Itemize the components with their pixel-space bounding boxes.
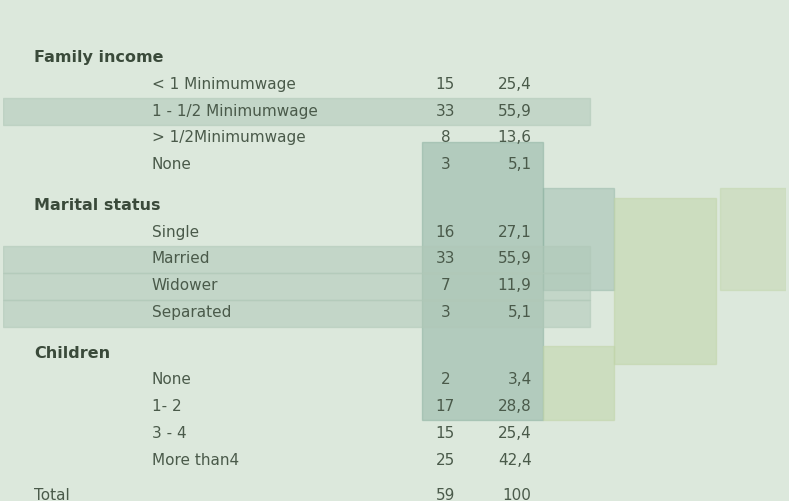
Text: 3 - 4: 3 - 4 (151, 426, 186, 441)
Text: Marital status: Marital status (34, 197, 161, 212)
Text: Family income: Family income (34, 50, 163, 65)
Text: More than4: More than4 (151, 453, 239, 468)
FancyBboxPatch shape (3, 273, 590, 300)
Text: 1- 2: 1- 2 (151, 399, 181, 414)
Text: 28,8: 28,8 (498, 399, 532, 414)
Text: Separated: Separated (151, 305, 231, 320)
Text: 5,1: 5,1 (507, 305, 532, 320)
Text: 33: 33 (436, 252, 455, 267)
Text: 11,9: 11,9 (498, 279, 532, 293)
Text: 25: 25 (436, 453, 455, 468)
Text: 27,1: 27,1 (498, 224, 532, 239)
Text: 7: 7 (440, 279, 451, 293)
Text: 17: 17 (436, 399, 455, 414)
Text: 3: 3 (440, 157, 451, 172)
Text: 25,4: 25,4 (498, 77, 532, 92)
Text: 1 - 1/2 Minimumwage: 1 - 1/2 Minimumwage (151, 104, 317, 119)
Text: None: None (151, 372, 192, 387)
Text: 5,1: 5,1 (507, 157, 532, 172)
Text: 8: 8 (440, 130, 451, 145)
Text: 15: 15 (436, 77, 455, 92)
Text: 3,4: 3,4 (507, 372, 532, 387)
Text: 15: 15 (436, 426, 455, 441)
Text: 2: 2 (440, 372, 451, 387)
Text: Children: Children (34, 346, 110, 361)
FancyBboxPatch shape (544, 188, 614, 290)
Text: 16: 16 (436, 224, 455, 239)
FancyBboxPatch shape (544, 346, 614, 420)
Text: > 1/2Minimumwage: > 1/2Minimumwage (151, 130, 305, 145)
Text: 55,9: 55,9 (498, 252, 532, 267)
Text: 100: 100 (503, 488, 532, 501)
Text: Married: Married (151, 252, 210, 267)
Text: Total: Total (34, 488, 70, 501)
Text: 42,4: 42,4 (498, 453, 532, 468)
Text: Widower: Widower (151, 279, 218, 293)
Text: 55,9: 55,9 (498, 104, 532, 119)
Text: None: None (151, 157, 192, 172)
FancyBboxPatch shape (3, 300, 590, 327)
Text: 59: 59 (436, 488, 455, 501)
Text: 33: 33 (436, 104, 455, 119)
FancyBboxPatch shape (3, 246, 590, 273)
Text: Single: Single (151, 224, 199, 239)
Text: < 1 Minimumwage: < 1 Minimumwage (151, 77, 296, 92)
FancyBboxPatch shape (720, 188, 786, 290)
Text: 3: 3 (440, 305, 451, 320)
FancyBboxPatch shape (614, 197, 716, 365)
Text: 25,4: 25,4 (498, 426, 532, 441)
FancyBboxPatch shape (422, 142, 544, 420)
Text: 13,6: 13,6 (498, 130, 532, 145)
FancyBboxPatch shape (3, 98, 590, 125)
